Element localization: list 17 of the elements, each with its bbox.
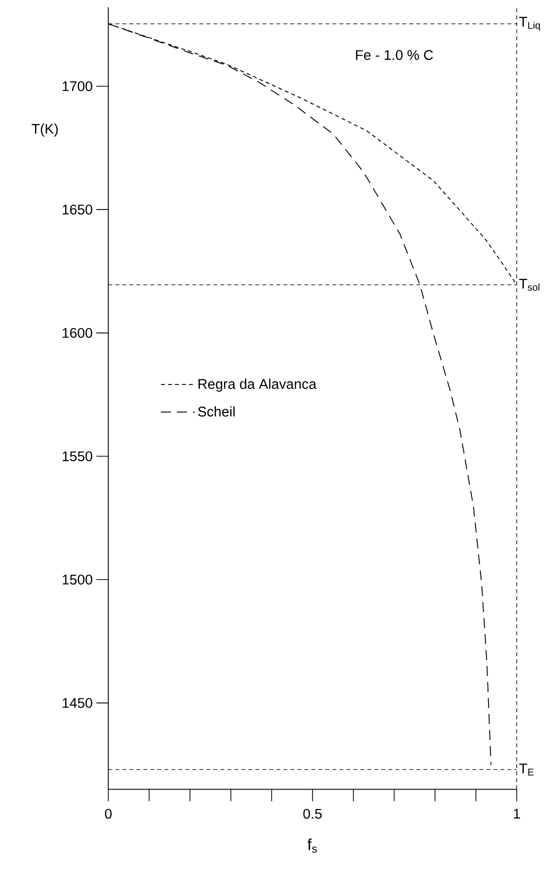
legend-label: Regra da Alavanca xyxy=(198,378,316,392)
y-tick-label: 1500 xyxy=(62,574,92,585)
x-tick-label: 0 xyxy=(104,808,112,819)
y-tick-label: 1700 xyxy=(62,81,92,92)
y-tick-label: 1450 xyxy=(62,698,92,708)
ref-line-label: T$_{sol}$ xyxy=(519,278,540,291)
y-tick-label: 1600 xyxy=(62,328,92,338)
x-tick-label: 0.5 xyxy=(303,808,322,819)
annotation: Fe - 1.0 % C xyxy=(356,50,433,60)
ref-line-label: T$_{E}$ xyxy=(519,764,534,776)
y-tick-label: 1650 xyxy=(62,204,92,215)
ref-line-label: T$_{Liq}$ xyxy=(519,16,540,31)
legend-label: Scheil xyxy=(198,406,235,417)
x-tick-label: 1 xyxy=(514,808,520,818)
y-tick-label: 1550 xyxy=(62,451,92,462)
x-axis-title: f$_{s}$ xyxy=(307,838,317,853)
y-axis-title: T(K) xyxy=(32,124,58,137)
